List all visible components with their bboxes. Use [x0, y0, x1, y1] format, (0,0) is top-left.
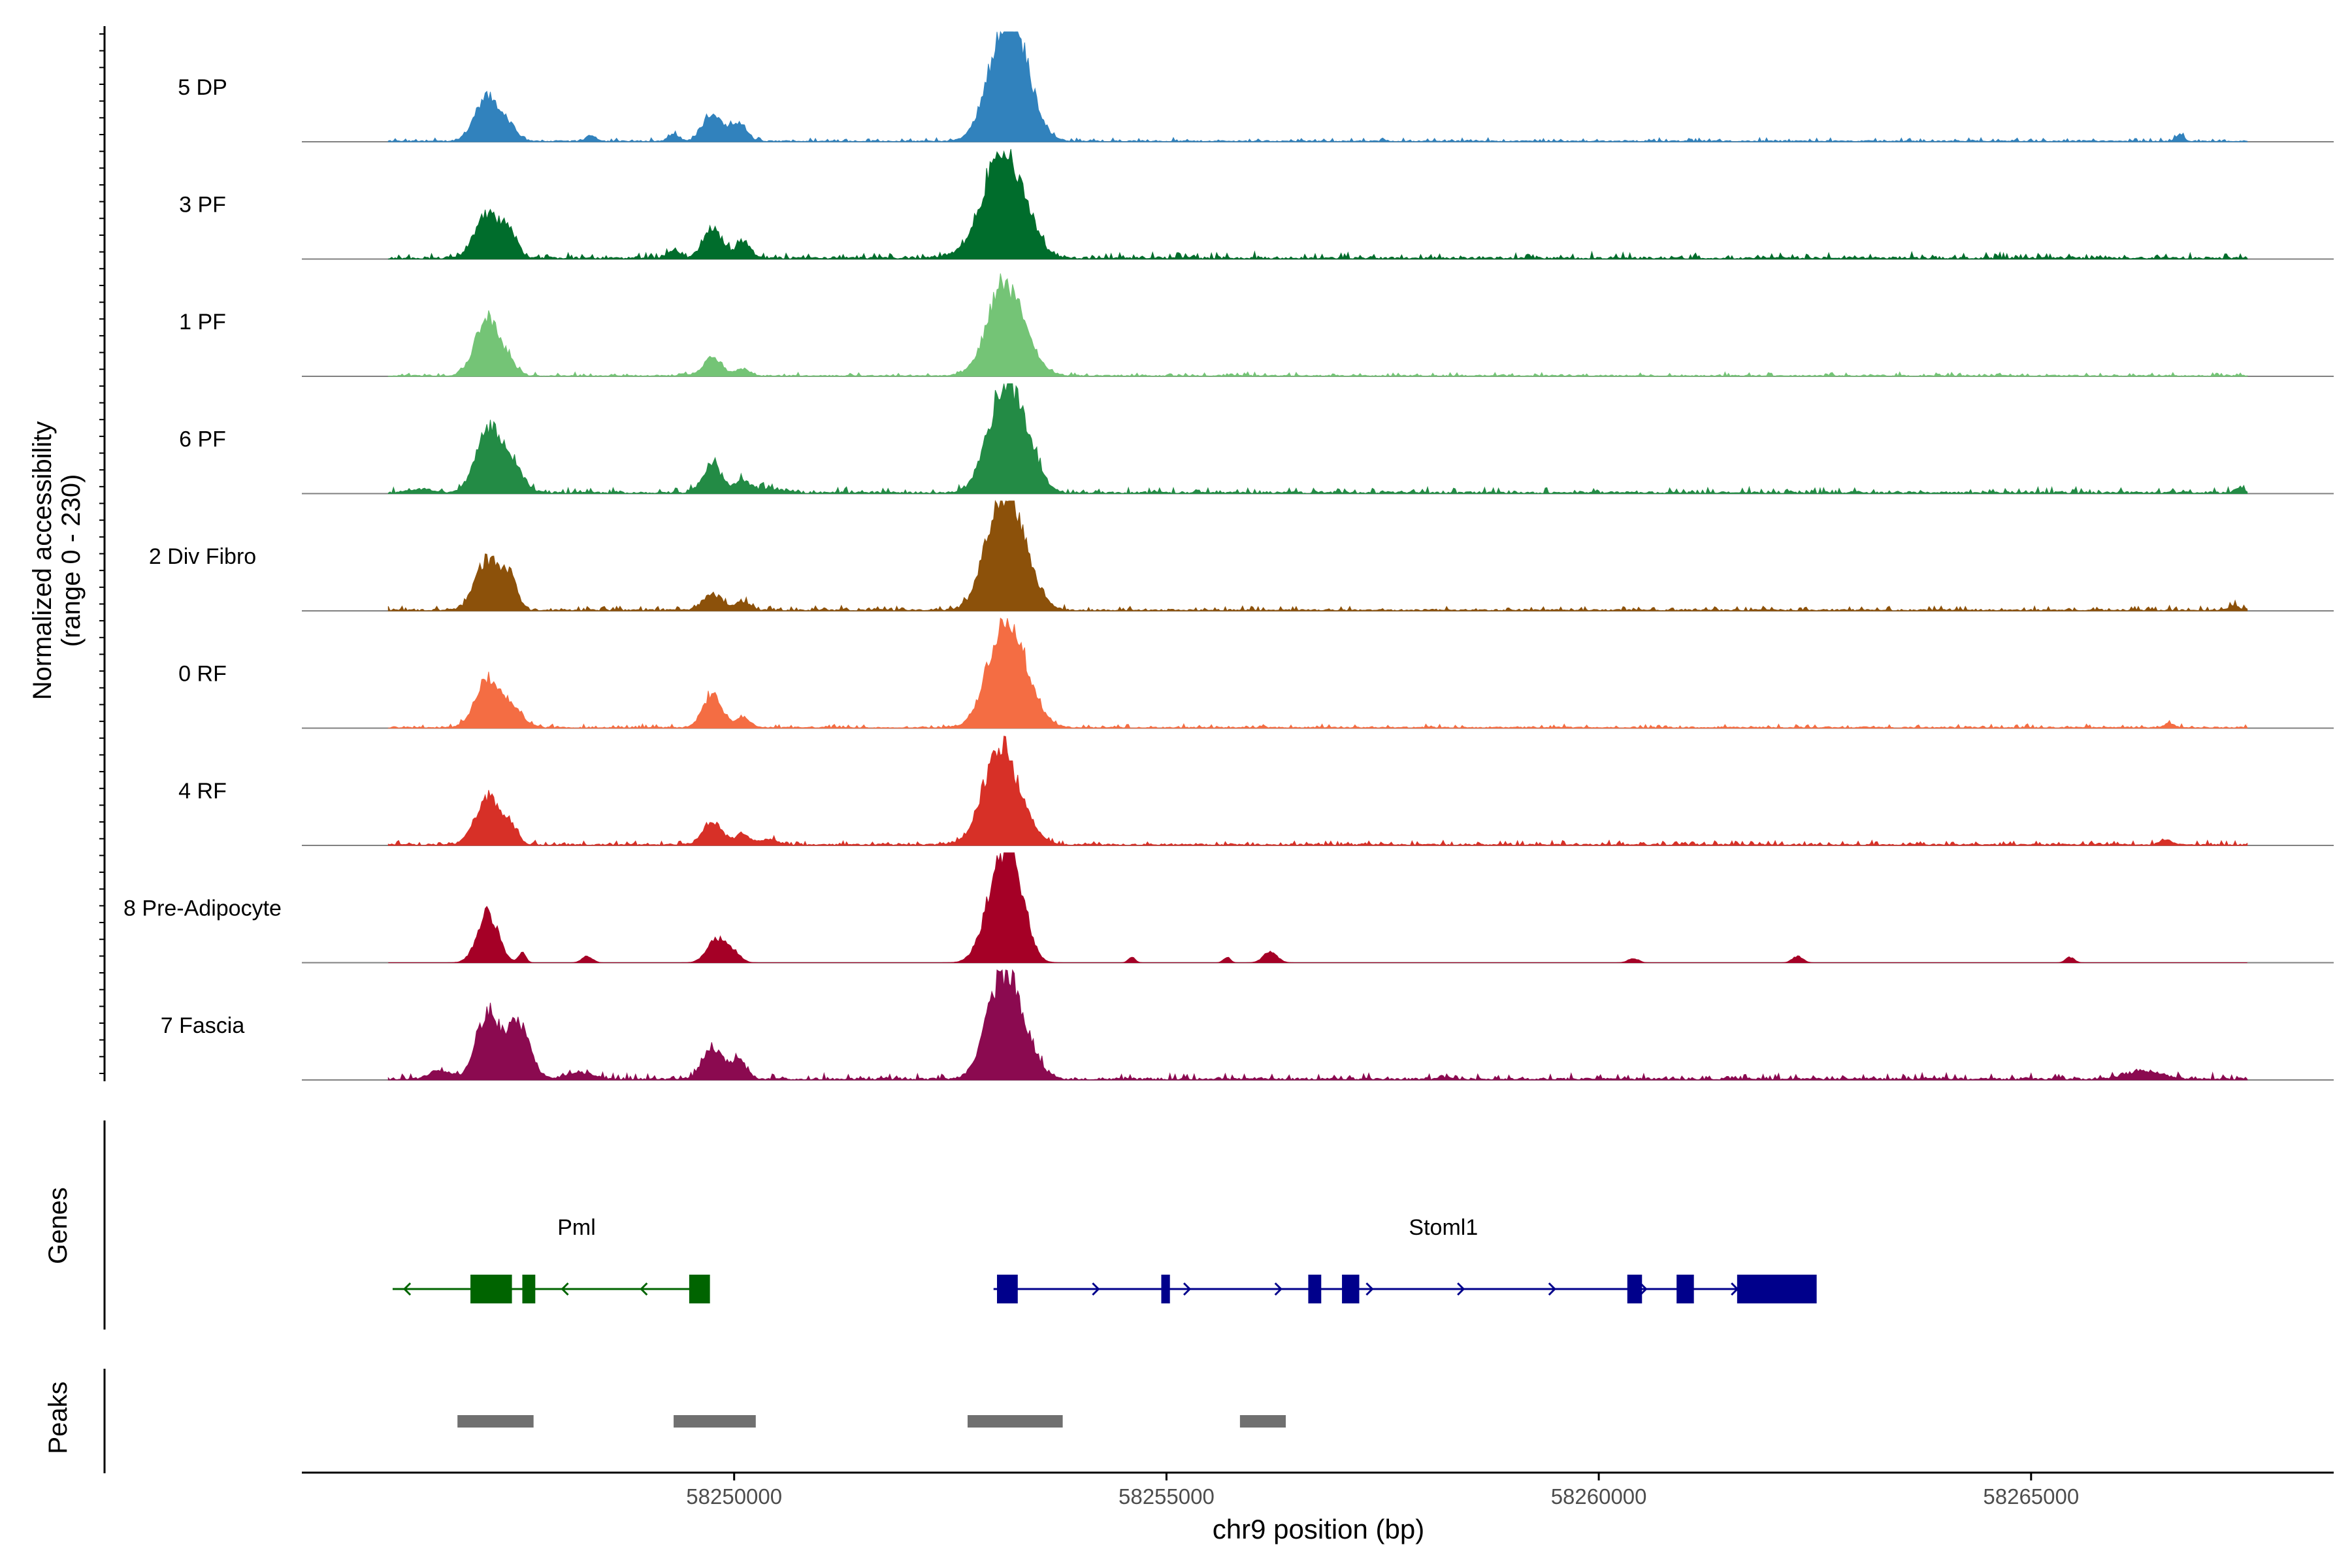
- gene-exon: [1676, 1275, 1694, 1303]
- strand-arrow: [1183, 1282, 1192, 1296]
- gene-exon: [1342, 1275, 1360, 1303]
- track-label: 4 RF: [178, 779, 227, 804]
- strand-arrow: [402, 1282, 412, 1296]
- coverage-area: [388, 852, 2247, 963]
- track-6-pf: 6 PF: [179, 383, 2334, 495]
- coverage-area: [387, 149, 2248, 260]
- coverage-area: [387, 736, 2248, 847]
- strand-arrow: [561, 1282, 569, 1296]
- track-8-pre-adipocyte: 8 Pre-Adipocyte: [123, 852, 2334, 964]
- peak-region: [1239, 1415, 1286, 1428]
- track-label: 0 RF: [178, 662, 227, 687]
- track-7-fascia: 7 Fascia: [161, 969, 2334, 1081]
- coverage-area: [387, 500, 2248, 612]
- strand-arrow: [1092, 1282, 1100, 1296]
- strand-arrow: [1274, 1282, 1282, 1296]
- peak-region: [674, 1415, 756, 1428]
- strand-arrow: [640, 1282, 648, 1296]
- peaks-track-label: Peaks: [44, 1381, 73, 1454]
- track-3-pf: 3 PF: [179, 149, 2334, 260]
- gene-stoml1: Stoml1: [993, 1215, 1817, 1303]
- track-0-rf: 0 RF: [178, 617, 2334, 729]
- coverage-area: [387, 383, 2248, 495]
- genes-track: Pml Stoml1: [103, 1120, 1817, 1330]
- coverage-area: [387, 31, 2248, 142]
- x-axis: 58250000 58255000 58260000 58265000: [302, 1471, 2334, 1509]
- track-label: 5 DP: [178, 75, 227, 100]
- track-label: 1 PF: [179, 310, 226, 335]
- peak-region: [968, 1415, 1063, 1428]
- peak-region: [457, 1415, 534, 1428]
- gene-pml: Pml: [392, 1215, 710, 1303]
- x-axis-title: chr9 position (bp): [1213, 1514, 1425, 1544]
- x-tick-label: 58250000: [686, 1484, 782, 1509]
- track-4-rf: 4 RF: [178, 736, 2334, 847]
- gene-exon: [1737, 1275, 1817, 1303]
- strand-arrow: [1639, 1282, 1648, 1296]
- gene-label: Stoml1: [1409, 1215, 1478, 1240]
- track-label: 3 PF: [179, 193, 226, 218]
- gene-exon: [470, 1275, 512, 1303]
- coverage-area: [387, 617, 2248, 729]
- strand-arrow: [1365, 1282, 1374, 1296]
- gene-exon: [1308, 1275, 1322, 1303]
- genes-track-label: Genes: [44, 1187, 73, 1264]
- gene-exon: [689, 1275, 710, 1303]
- track-label: 7 Fascia: [161, 1013, 245, 1038]
- track-label: 2 Div Fibro: [149, 544, 256, 569]
- track-2-div-fibro: 2 Div Fibro: [149, 500, 2334, 612]
- coverage-tracks: 5 DP 3 PF 1 PF 6 PF 2 Div Fibro 0 RF 4 RF 8 Pre…: [99, 26, 2334, 1081]
- track-label: 6 PF: [179, 427, 226, 452]
- y-axis-range-label: (range 0 - 230): [57, 474, 86, 647]
- gene-exon: [1627, 1275, 1642, 1303]
- peaks-track: [103, 1369, 1286, 1473]
- strand-arrow: [1457, 1282, 1465, 1296]
- gene-label: Pml: [557, 1215, 596, 1240]
- track-1-pf: 1 PF: [179, 273, 2334, 377]
- track-5-dp: 5 DP: [178, 31, 2334, 142]
- gene-exon: [1161, 1275, 1170, 1303]
- coverage-area: [387, 273, 2248, 377]
- y-axis-title: Normalized accessibility: [28, 421, 57, 700]
- x-tick-label: 58265000: [1983, 1484, 2079, 1509]
- coverage-area: [387, 969, 2248, 1081]
- strand-arrow: [1548, 1282, 1556, 1296]
- track-label: 8 Pre-Adipocyte: [123, 896, 282, 921]
- x-tick-label: 58255000: [1119, 1484, 1215, 1509]
- gene-exon: [997, 1275, 1018, 1303]
- x-tick-label: 58260000: [1551, 1484, 1647, 1509]
- gene-exon: [522, 1275, 536, 1303]
